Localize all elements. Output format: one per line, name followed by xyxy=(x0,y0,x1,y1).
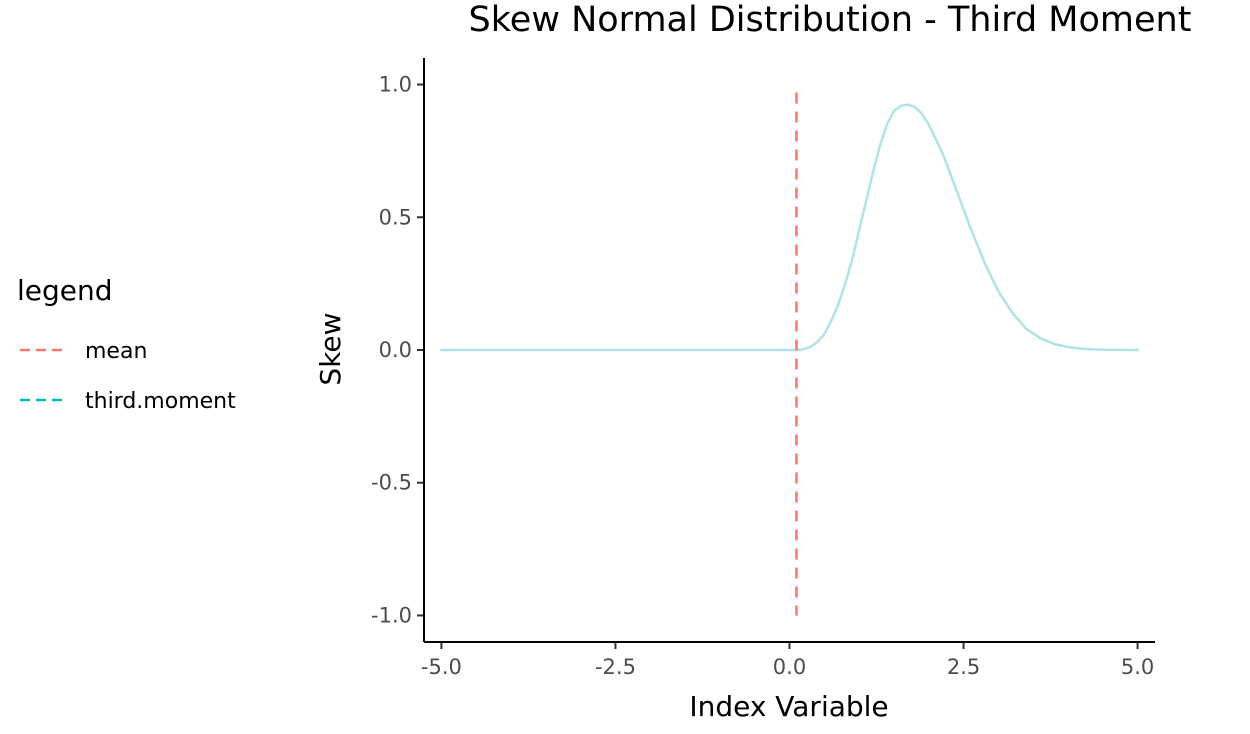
x-tick-label: -2.5 xyxy=(595,655,636,679)
plot-area: -1.0 -0.5 0.0 0.5 1.0 -5.0 -2.5 0.0 2.5 5.0 xyxy=(371,58,1155,679)
y-tick-label: -1.0 xyxy=(371,603,412,627)
legend-title: legend xyxy=(17,274,113,307)
x-axis-title: Index Variable xyxy=(689,690,888,723)
x-tick-label: -5.0 xyxy=(421,655,462,679)
chart-title: Skew Normal Distribution - Third Moment xyxy=(469,0,1192,40)
y-axis-title: Skew xyxy=(314,312,347,385)
y-tick-label: -0.5 xyxy=(371,471,412,495)
y-axis-ticks: -1.0 -0.5 0.0 0.5 1.0 xyxy=(371,73,424,627)
x-tick-label: 2.5 xyxy=(947,655,980,679)
y-tick-label: 1.0 xyxy=(379,73,412,97)
series-layer xyxy=(440,92,1139,616)
x-tick-label: 0.0 xyxy=(773,655,806,679)
y-tick-label: 0.0 xyxy=(379,338,412,362)
y-tick-label: 0.5 xyxy=(379,205,412,229)
legend-label-third-moment: third.moment xyxy=(85,389,236,414)
legend: legend mean third.moment xyxy=(17,274,236,414)
series-line-third-moment xyxy=(440,103,1139,352)
legend-label-mean: mean xyxy=(85,339,147,364)
x-axis-ticks: -5.0 -2.5 0.0 2.5 5.0 xyxy=(421,642,1154,679)
x-tick-label: 5.0 xyxy=(1121,655,1154,679)
legend-entries: mean third.moment xyxy=(20,339,236,414)
